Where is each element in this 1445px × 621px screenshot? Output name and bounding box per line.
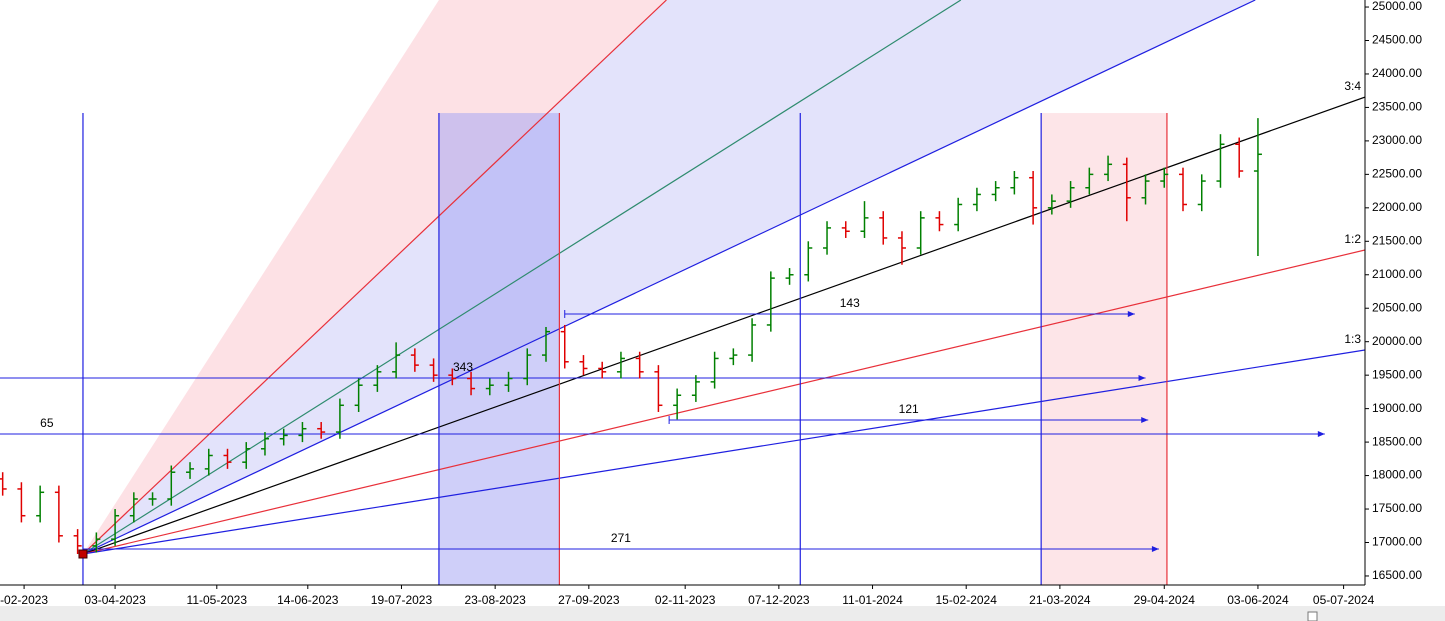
x-tick-label: 11-01-2024 [842,593,903,607]
arrow-head [1138,374,1146,381]
arrow-head [1141,417,1149,424]
arrow-head [1151,545,1159,552]
arrow-label: 121 [899,402,919,416]
scrollbar[interactable] [0,606,1445,621]
fan-line [82,96,1365,555]
fan-line [82,0,1256,555]
y-tick-label: 17500.00 [1372,501,1422,515]
x-tick-label: 15-02-2024 [936,593,998,607]
y-tick-label: 20500.00 [1372,300,1422,314]
fan-line [82,249,1365,555]
x-tick-label: 11-05-2023 [187,593,248,607]
arrow-head [1317,430,1325,437]
scroll-thumb[interactable] [1307,611,1318,621]
plot-area: 3:4 1:2 1:3 343 65 271 143 121 [0,0,1365,585]
x-tick-label: 27-09-2023 [558,593,620,607]
x-tick-label: 23-08-2023 [464,593,526,607]
x-tick-label: 19-07-2023 [371,593,433,607]
x-tick-label: 02-11-2023 [655,593,716,607]
y-tick-label: 16500.00 [1372,568,1422,582]
x-tick-label: 14-06-2023 [277,593,339,607]
y-tick-label: 24000.00 [1372,66,1422,80]
y-tick-label: 22000.00 [1372,200,1422,214]
arrow-label: 143 [840,296,860,310]
y-tick-label: 24500.00 [1372,33,1422,47]
arrow-label: 343 [453,360,473,374]
fan-line [82,0,667,555]
axes: 16500.00 17000.00 17500.00 18000.00 18500.00… [0,0,1422,607]
fan-label: 1:3 [1344,332,1361,346]
y-tick-label: 19500.00 [1372,367,1422,381]
y-tick-label: 21500.00 [1372,233,1422,247]
y-tick-label: 19000.00 [1372,401,1422,415]
arrow-label: 65 [40,416,54,430]
fan-line [82,349,1365,555]
y-tick-label: 20000.00 [1372,334,1422,348]
y-tick-label: 23000.00 [1372,133,1422,147]
arrow-head [1127,310,1135,317]
fan-label: 1:2 [1344,232,1361,246]
y-tick-label: 18000.00 [1372,468,1422,482]
time-zone [438,113,560,585]
x-tick-label: 03-04-2023 [84,593,146,607]
y-tick-label: 23500.00 [1372,100,1422,114]
x-tick-label: 05-07-2024 [1313,593,1375,607]
x-tick-label: -02-2023 [0,593,48,607]
y-tick-label: 25000.00 [1372,0,1422,13]
fan-label: 3:4 [1344,79,1361,93]
fan-origin [78,549,88,559]
time-zone [1041,113,1167,585]
x-tick-label: 07-12-2023 [748,593,810,607]
x-tick-label: 29-04-2024 [1134,593,1196,607]
y-tick-label: 22500.00 [1372,167,1422,181]
y-tick-label: 17000.00 [1372,535,1422,549]
y-tick-label: 21000.00 [1372,267,1422,281]
x-tick-label: 21-03-2024 [1029,593,1091,607]
y-tick-label: 18500.00 [1372,434,1422,448]
arrow-label: 271 [611,531,631,545]
x-tick-label: 03-06-2024 [1227,593,1289,607]
